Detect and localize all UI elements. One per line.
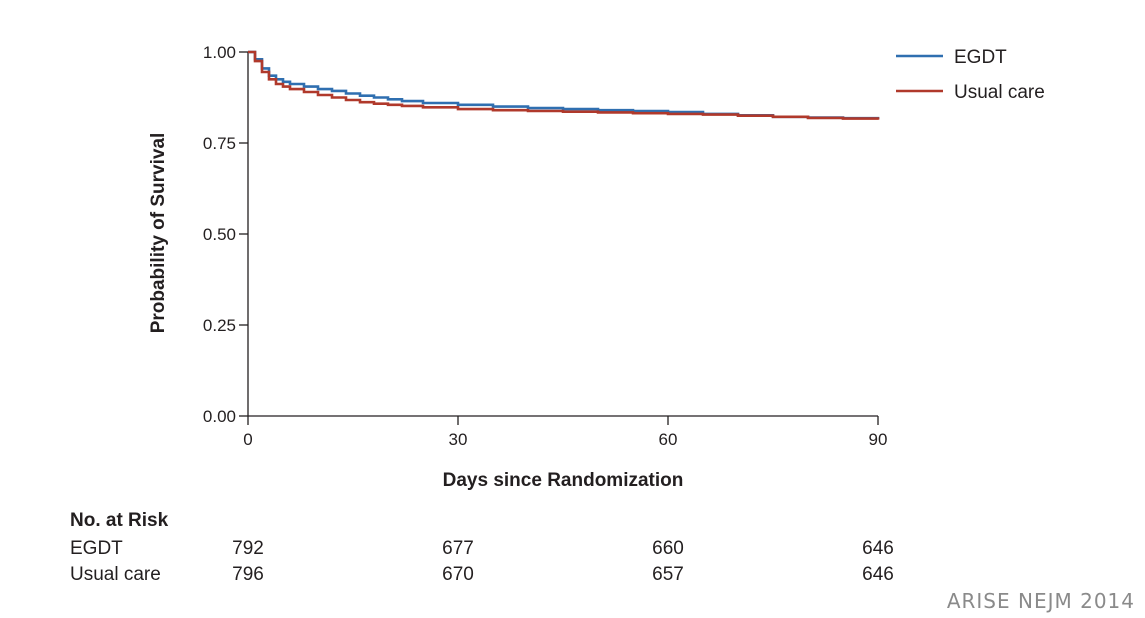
y-axis-title: Probability of Survival <box>148 133 169 334</box>
risk-value-egdt-day-90: 646 <box>862 538 894 559</box>
x-tick-label: 90 <box>869 430 888 449</box>
legend-label-egdt: EGDT <box>954 47 1007 68</box>
x-tick-label: 30 <box>449 430 468 449</box>
x-axis-title: Days since Randomization <box>443 470 684 491</box>
legend-label-usual-care: Usual care <box>954 82 1045 103</box>
series-line-usual-care <box>248 50 880 120</box>
x-tick-label: 0 <box>243 430 252 449</box>
chart-legend: EGDT Usual care <box>896 47 1045 103</box>
risk-value-usual-care-day-60: 657 <box>652 564 684 585</box>
risk-value-egdt-day-60: 660 <box>652 538 684 559</box>
y-tick-label: 1.00 <box>203 43 236 62</box>
risk-value-usual-care-day-90: 646 <box>862 564 894 585</box>
risk-row-label-usual-care: Usual care <box>70 564 161 585</box>
risk-value-egdt-day-30: 677 <box>442 538 474 559</box>
y-tick-label: 0.75 <box>203 134 236 153</box>
source-watermark: ARISE NEJM 2014 <box>946 589 1135 613</box>
x-tick-label: 60 <box>659 430 678 449</box>
series-line-egdt <box>248 50 880 120</box>
y-tick-label: 0.00 <box>203 407 236 426</box>
risk-value-egdt-day-0: 792 <box>232 538 264 559</box>
risk-row-label-egdt: EGDT <box>70 538 123 559</box>
y-tick-label: 0.25 <box>203 316 236 335</box>
risk-value-usual-care-day-30: 670 <box>442 564 474 585</box>
chart-axes: 0.00 0.25 0.50 0.75 1.00 0 30 60 90 <box>203 43 888 449</box>
y-tick-label: 0.50 <box>203 225 236 244</box>
risk-value-usual-care-day-0: 796 <box>232 564 264 585</box>
risk-table-title: No. at Risk <box>70 510 169 531</box>
